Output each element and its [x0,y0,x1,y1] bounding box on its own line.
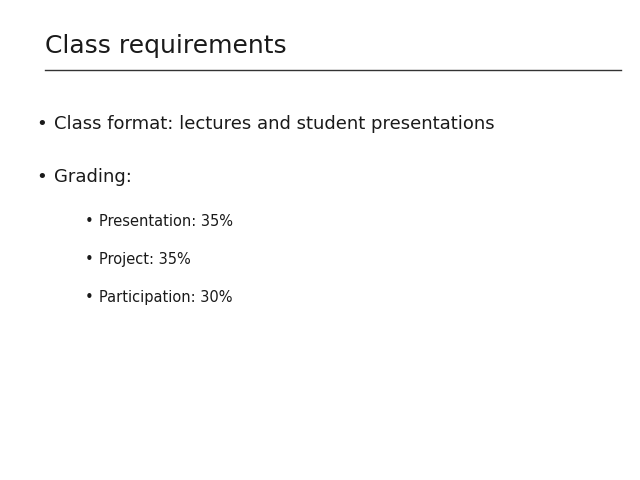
Text: •: • [36,168,47,186]
Text: •: • [36,115,47,133]
Text: Presentation: 35%: Presentation: 35% [99,214,233,228]
Text: Grading:: Grading: [54,168,132,186]
Text: •: • [85,290,94,305]
Text: Participation: 30%: Participation: 30% [99,290,233,305]
Text: Class requirements: Class requirements [45,34,287,58]
Text: •: • [85,214,94,228]
Text: •: • [85,252,94,267]
Text: Class format: lectures and student presentations: Class format: lectures and student prese… [54,115,495,133]
Text: Project: 35%: Project: 35% [99,252,191,267]
